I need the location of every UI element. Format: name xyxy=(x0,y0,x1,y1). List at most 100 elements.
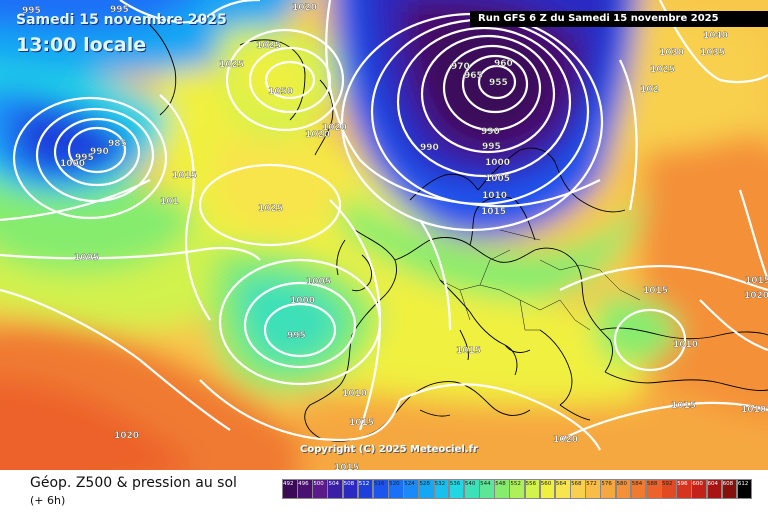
isobar-label: 990 xyxy=(481,127,500,137)
isobar-label: 1000 xyxy=(60,159,85,169)
legend-value: 512 xyxy=(358,481,370,487)
model-run-label: Run GFS 6 Z du Samedi 15 novembre 2025 xyxy=(470,11,768,27)
isobar-label: 1010 xyxy=(673,340,698,350)
legend-value: 496 xyxy=(298,481,309,487)
isobar-label: 1035 xyxy=(700,48,725,58)
legend-swatch xyxy=(463,479,480,499)
isobar-label: 990 xyxy=(90,147,109,157)
legend-value: 572 xyxy=(586,481,597,487)
isobar-label: 985 xyxy=(108,139,127,149)
legend-value: 532 xyxy=(434,481,446,487)
legend-value: 608 xyxy=(722,481,734,487)
isobar-label: 1015 xyxy=(643,286,668,296)
isobar-label: 995 xyxy=(482,142,501,152)
isobar-label: 970 xyxy=(451,62,470,72)
legend-value: 560 xyxy=(540,481,552,487)
legend-value: 504 xyxy=(328,481,339,487)
legend-value: 556 xyxy=(525,481,537,487)
footer-bar: Géop. Z500 & pression au sol (+ 6h) 492 4… xyxy=(0,470,768,512)
legend-value: 612 xyxy=(737,481,749,487)
copyright-notice: Copyright (C) 2025 Meteociel.fr xyxy=(300,444,478,455)
isobar-label: 995 xyxy=(110,5,129,15)
isobar-label: 1015 xyxy=(456,346,481,356)
isobars xyxy=(0,0,768,450)
geopotential-color-field xyxy=(0,0,768,470)
map-local-time: 13:00 locale xyxy=(16,34,147,56)
isobar-label: 1020 xyxy=(114,431,139,441)
isobar-label: 1015 xyxy=(334,463,359,470)
isobar-label: 955 xyxy=(489,78,508,88)
isobar-label: 1050 xyxy=(268,87,293,97)
isobar-label: 1025 xyxy=(258,204,283,214)
isobar-label: 1030 xyxy=(659,48,684,58)
legend-value: 524 xyxy=(404,481,415,487)
isobar-label: 1040 xyxy=(703,31,728,41)
isobar-label: 995 xyxy=(22,6,41,16)
legend-value: 564 xyxy=(555,481,567,487)
isobar-label: 1000 xyxy=(290,296,315,306)
isobar-label: 101 xyxy=(160,197,179,207)
isobar-label: 995 xyxy=(75,153,94,163)
legend-swatch xyxy=(418,479,435,499)
isobar-label: 1025 xyxy=(256,41,281,51)
legend-value: 576 xyxy=(601,481,612,487)
isobar-label: 1010 xyxy=(741,405,766,415)
legend-swatch xyxy=(736,479,753,499)
legend-value: 600 xyxy=(692,481,703,487)
legend-swatch xyxy=(509,479,526,499)
legend-swatch xyxy=(554,479,571,499)
legend-value: 536 xyxy=(449,481,461,487)
map-date: Samedi 15 novembre 2025 xyxy=(16,12,227,28)
weather-map: 995 995 1020 1025 1025 1050 1020 1020 10… xyxy=(0,0,768,470)
isobar-label: 990 xyxy=(420,143,439,153)
isobar-label: 1015 xyxy=(172,171,197,181)
isobar-label: 1015 xyxy=(349,418,374,428)
legend-value: 528 xyxy=(419,481,430,487)
legend-value: 552 xyxy=(510,481,521,487)
isobar-label: 960 xyxy=(494,59,513,69)
isobar-label: 1020 xyxy=(305,130,330,140)
legend-swatch xyxy=(372,479,389,499)
legend-value: 540 xyxy=(464,481,476,487)
legend-value: 544 xyxy=(480,481,491,487)
product-title: Géop. Z500 & pression au sol xyxy=(30,475,237,491)
isobar-label: 1015 xyxy=(481,207,506,217)
isobar-label: 1010 xyxy=(342,389,367,399)
isobar-label: 1015 xyxy=(671,401,696,411)
isobar-label: 1015 xyxy=(745,276,768,286)
color-scale-legend: 492 496 500 504 508 512 516 520 524 528 532 536 540 5… xyxy=(282,479,753,499)
isobar-label: 1020 xyxy=(744,291,768,301)
legend-value: 588 xyxy=(646,481,658,487)
legend-value: 584 xyxy=(631,481,643,487)
legend-value: 520 xyxy=(389,481,400,487)
isobar-label: 995 xyxy=(287,331,306,341)
isobar-label: 1025 xyxy=(650,65,675,75)
isobar-label: 102 xyxy=(640,85,659,95)
country-borders xyxy=(429,229,641,331)
legend-value: 548 xyxy=(495,481,506,487)
legend-value: 596 xyxy=(677,481,688,487)
isobar-label: 1000 xyxy=(485,158,510,168)
legend-swatch xyxy=(327,479,344,499)
legend-swatch xyxy=(691,479,707,499)
isobar-label: 1005 xyxy=(485,174,510,184)
legend-value: 516 xyxy=(373,481,385,487)
isobar-label: 1005 xyxy=(74,253,99,263)
legend-swatch xyxy=(600,479,617,499)
isobar-label: 1020 xyxy=(553,435,578,445)
legend-value: 500 xyxy=(313,481,324,487)
legend-value: 592 xyxy=(662,481,673,487)
isobar-label: 1020 xyxy=(322,123,347,133)
isobar-label: 1025 xyxy=(219,60,244,70)
legend-value: 580 xyxy=(616,481,628,487)
isobar-labels: 995 995 1020 1025 1025 1050 1020 1020 10… xyxy=(22,3,768,470)
forecast-lead-time: (+ 6h) xyxy=(30,494,66,507)
legend-swatch xyxy=(645,479,662,499)
isobar-label: 1020 xyxy=(292,3,317,13)
legend-value: 508 xyxy=(343,481,355,487)
isobar-label: 965 xyxy=(464,71,483,81)
isobar-label: 1005 xyxy=(306,277,331,287)
legend-value: 492 xyxy=(283,481,294,487)
legend-value: 604 xyxy=(707,481,719,487)
isobar-label: 1010 xyxy=(482,191,507,201)
